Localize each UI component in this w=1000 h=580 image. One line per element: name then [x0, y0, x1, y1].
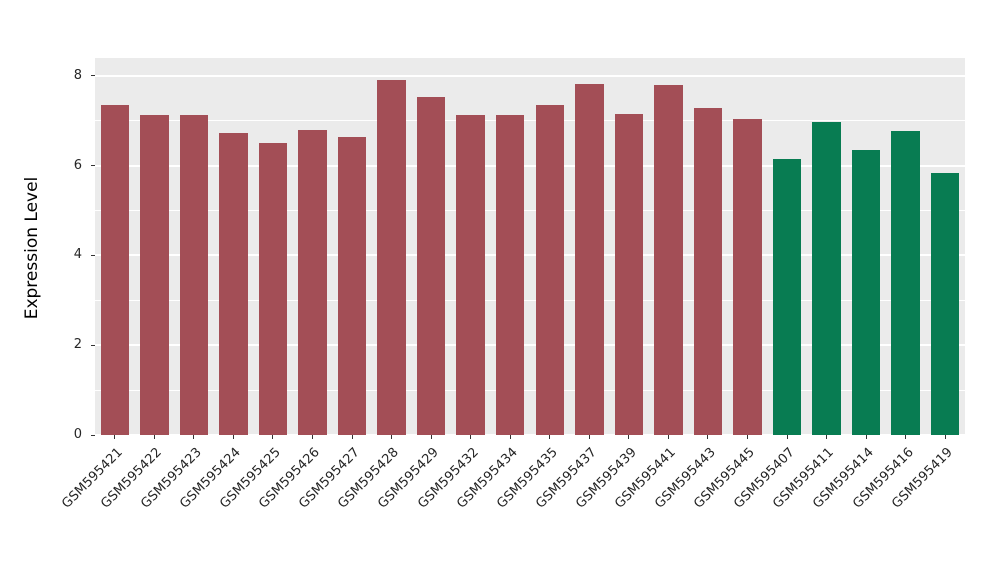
- bar-GSM595422: [140, 115, 169, 435]
- bar-GSM595441: [654, 84, 683, 435]
- x-tick-mark: [667, 435, 669, 439]
- x-tick-mark: [391, 435, 393, 439]
- y-tick-mark: [91, 75, 95, 77]
- x-tick-mark: [470, 435, 472, 439]
- x-tick-mark: [312, 435, 313, 439]
- x-tick-mark: [549, 435, 551, 439]
- bar-GSM595407: [772, 158, 802, 435]
- x-tick-mark: [114, 435, 116, 439]
- x-tick-mark: [865, 435, 867, 439]
- x-axis: GSM595421 GSM595422 GSM595423 GSM595424 GSM5…: [59, 435, 965, 575]
- bar-GSM595434: [495, 115, 525, 435]
- y-tick-mark: [91, 344, 95, 346]
- gridline-major: [95, 254, 965, 257]
- bar-GSM595429: [416, 97, 446, 435]
- bar-GSM595427: [337, 136, 367, 435]
- gridline-minor: [95, 210, 965, 212]
- bar-GSM595411: [812, 121, 841, 435]
- x-tick-mark: [272, 435, 274, 439]
- bar-GSM595421: [100, 105, 129, 435]
- x-tick-mark: [232, 435, 234, 439]
- x-tick-mark: [351, 435, 353, 439]
- bar-GSM595432: [456, 115, 485, 435]
- bar-GSM595439: [614, 114, 644, 435]
- bar-GSM595424: [219, 132, 248, 435]
- x-tick-mark: [944, 435, 946, 439]
- bar-GSM595414: [851, 150, 881, 435]
- bar-GSM595443: [693, 108, 723, 435]
- bar-GSM595425: [258, 143, 288, 435]
- y-tick-label: 4: [73, 247, 82, 263]
- gridline-major: [95, 434, 965, 435]
- x-tick-mark: [509, 435, 511, 439]
- plot-panel: [95, 58, 965, 435]
- x-tick-mark: [193, 435, 195, 439]
- y-tick-label: 2: [73, 337, 82, 353]
- bar-GSM595435: [535, 105, 564, 435]
- gridline-minor: [95, 299, 965, 301]
- bar-GSM595445: [733, 118, 762, 435]
- x-tick-mark: [826, 435, 828, 439]
- gridline-major: [95, 344, 965, 347]
- y-tick-mark: [91, 254, 95, 256]
- gridline-minor: [95, 120, 965, 122]
- y-tick-mark: [91, 434, 95, 436]
- x-tick-mark: [707, 435, 709, 439]
- bar-GSM595437: [575, 83, 604, 435]
- x-tick-mark: [628, 435, 630, 439]
- x-tick-mark: [747, 435, 748, 439]
- y-tick-label: 0: [73, 427, 82, 442]
- x-tick-mark: [153, 435, 155, 439]
- bar-GSM595419: [930, 173, 960, 435]
- x-tick-mark: [588, 435, 590, 439]
- y-tick-label: 8: [73, 67, 82, 83]
- x-tick-mark: [786, 435, 788, 439]
- y-tick-mark: [91, 165, 95, 167]
- gridline-major: [95, 164, 965, 167]
- bar-GSM595416: [891, 131, 920, 435]
- x-tick-mark: [430, 435, 432, 439]
- bar-GSM595426: [298, 129, 327, 435]
- x-tick-mark: [905, 435, 907, 439]
- gridline-major: [95, 74, 965, 77]
- bar-GSM595428: [377, 80, 406, 435]
- gridline-minor: [95, 389, 965, 391]
- y-tick-label: 6: [73, 157, 82, 173]
- bar-GSM595423: [179, 115, 209, 435]
- y-axis: 0 2 4 6 8: [0, 58, 95, 442]
